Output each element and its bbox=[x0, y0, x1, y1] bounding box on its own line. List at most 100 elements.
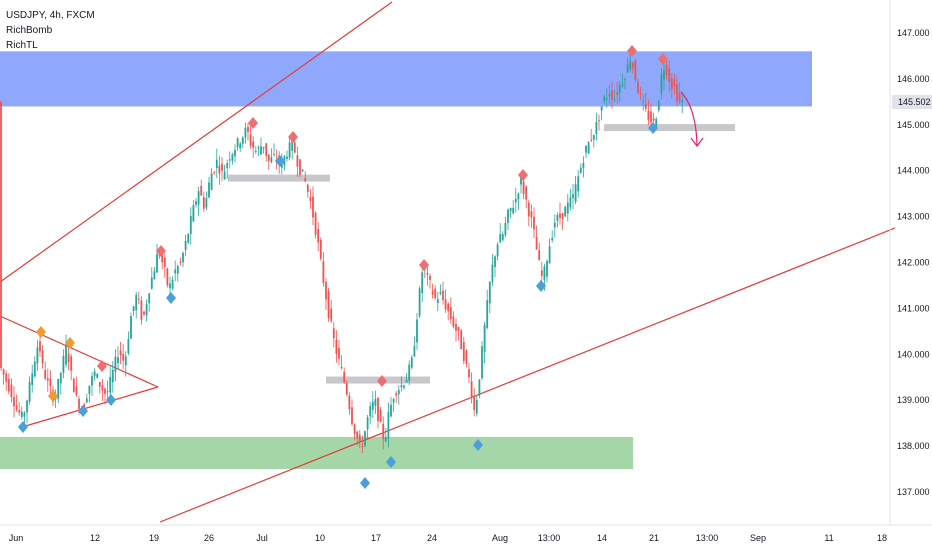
candle-body bbox=[533, 216, 535, 230]
candle-body bbox=[317, 229, 320, 243]
high-marker bbox=[97, 360, 107, 372]
candle-body bbox=[158, 254, 161, 257]
candle-body bbox=[267, 154, 270, 161]
supply-zone bbox=[0, 51, 812, 107]
candle-body bbox=[109, 376, 112, 393]
candle-body bbox=[192, 205, 195, 222]
candle-body bbox=[184, 240, 187, 250]
candle-body bbox=[470, 381, 473, 398]
candle-body bbox=[205, 198, 208, 208]
price-tick-label: 146.000 bbox=[897, 74, 930, 84]
high-marker bbox=[518, 169, 528, 181]
signal-marker bbox=[48, 390, 58, 402]
candle-body bbox=[179, 261, 182, 263]
candle-body bbox=[252, 141, 255, 148]
candle-body bbox=[644, 104, 647, 109]
candle-body bbox=[332, 328, 335, 338]
time-tick-label: Jul bbox=[256, 533, 268, 543]
candle-body bbox=[608, 94, 611, 97]
candle-body bbox=[150, 277, 153, 289]
candle-body bbox=[33, 361, 36, 377]
candle-body bbox=[598, 120, 600, 122]
candle-body bbox=[145, 304, 148, 316]
candle-body bbox=[572, 194, 574, 199]
low-marker bbox=[18, 421, 28, 433]
candle-body bbox=[39, 341, 41, 352]
candle-body bbox=[98, 381, 101, 387]
candle-body bbox=[88, 385, 91, 394]
candle-body bbox=[530, 211, 533, 218]
candle-body bbox=[587, 142, 590, 154]
candle-body bbox=[228, 159, 231, 161]
time-tick-label: 24 bbox=[427, 533, 437, 543]
candle-body bbox=[31, 373, 34, 386]
candle-body bbox=[449, 306, 452, 319]
candle-body bbox=[611, 90, 613, 100]
candle-body bbox=[431, 290, 434, 295]
candle-body bbox=[85, 398, 88, 403]
candle-body bbox=[579, 167, 582, 173]
candle-body bbox=[182, 252, 184, 263]
time-tick-label: 17 bbox=[371, 533, 381, 543]
price-tick-label: 142.000 bbox=[897, 258, 930, 268]
candle-body bbox=[569, 197, 572, 208]
candle-body bbox=[512, 207, 515, 214]
time-tick-label: 21 bbox=[649, 533, 659, 543]
candle-body bbox=[408, 364, 411, 381]
candle-body bbox=[262, 146, 265, 149]
candle-body bbox=[291, 138, 294, 151]
candle-body bbox=[595, 121, 598, 135]
high-marker bbox=[658, 53, 668, 65]
candle-body bbox=[657, 100, 660, 111]
candle-body bbox=[70, 356, 73, 371]
candle-body bbox=[135, 294, 138, 311]
candle-body bbox=[67, 353, 70, 363]
candle-body bbox=[345, 383, 348, 395]
price-tick-label: 143.000 bbox=[897, 212, 930, 222]
candle-body bbox=[639, 93, 642, 95]
candle-body bbox=[678, 92, 681, 102]
candle-body bbox=[319, 239, 322, 259]
time-tick-label: Sep bbox=[750, 533, 766, 543]
candle-body bbox=[221, 163, 223, 171]
low-marker bbox=[275, 155, 285, 167]
candle-body bbox=[400, 385, 403, 388]
candle-body bbox=[96, 374, 99, 378]
signal-marker bbox=[36, 326, 46, 338]
candle-body bbox=[681, 100, 684, 103]
indicator-richbomb[interactable]: RichBomb bbox=[6, 25, 53, 36]
high-marker bbox=[288, 131, 298, 143]
candle-body bbox=[348, 395, 351, 410]
price-tick-label: 145.000 bbox=[897, 120, 930, 130]
indicator-richtl[interactable]: RichTL bbox=[6, 40, 38, 51]
candle-body bbox=[5, 373, 8, 382]
candle-body bbox=[117, 357, 119, 364]
candle-body bbox=[174, 269, 177, 274]
candle-body bbox=[361, 446, 364, 448]
candle-body bbox=[418, 288, 421, 316]
time-tick-label: 12 bbox=[90, 533, 100, 543]
candle-body bbox=[507, 209, 509, 223]
time-tick-label: 13:00 bbox=[696, 533, 719, 543]
candle-body bbox=[169, 283, 171, 289]
price-tick-label: 147.000 bbox=[897, 28, 930, 38]
candle-body bbox=[189, 215, 192, 235]
low-marker bbox=[78, 405, 88, 417]
price-tick-label: 140.000 bbox=[897, 349, 930, 359]
candle-body bbox=[496, 244, 499, 257]
candle-body bbox=[322, 261, 325, 283]
candle-body bbox=[442, 290, 444, 300]
candle-body bbox=[637, 81, 639, 94]
candle-body bbox=[257, 147, 260, 149]
candle-body bbox=[592, 134, 595, 140]
low-marker bbox=[648, 122, 658, 134]
candle-body bbox=[494, 256, 496, 267]
last-price-tag: 145.502 bbox=[892, 95, 932, 109]
candle-body bbox=[491, 264, 494, 282]
candle-body bbox=[299, 159, 301, 175]
candle-body bbox=[605, 98, 608, 100]
trendline-triangle-upper bbox=[0, 315, 159, 388]
candle-body bbox=[335, 339, 338, 354]
